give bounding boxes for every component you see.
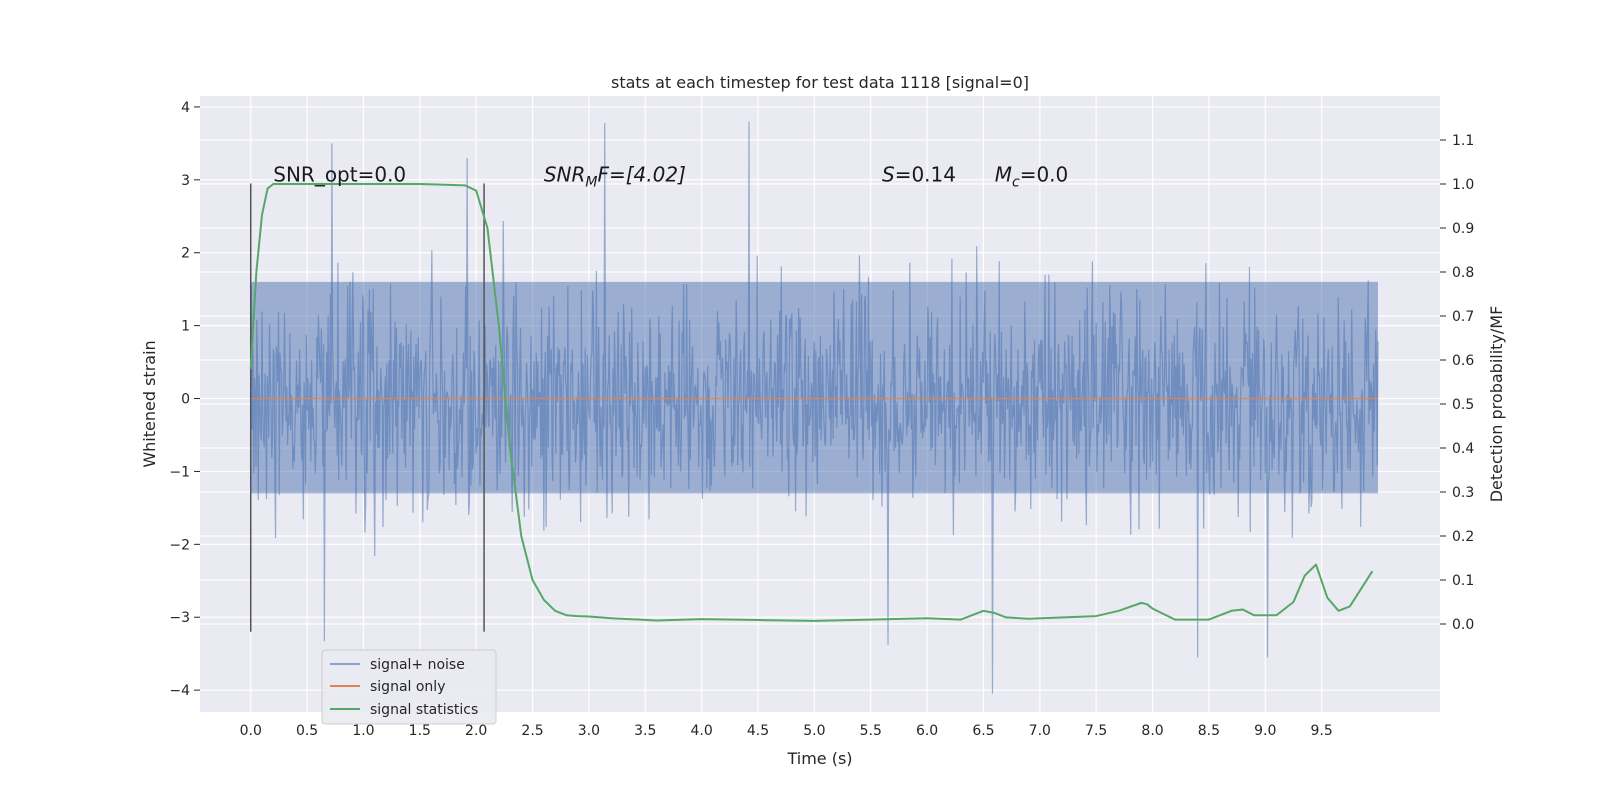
x-tick-label: 7.0 <box>1029 723 1051 739</box>
x-tick-label: 0.0 <box>240 723 262 739</box>
y2-tick-label: 0.7 <box>1452 309 1474 325</box>
y2-tick-label: 0.5 <box>1452 397 1474 413</box>
x-tick-label: 4.0 <box>691 723 713 739</box>
annotation-mc-main: M <box>995 162 1012 186</box>
annotation-mc-sub: c <box>1012 174 1020 190</box>
legend-box <box>321 649 497 725</box>
y-tick-label: 1 <box>181 319 190 335</box>
x-tick-label: 6.0 <box>916 723 938 739</box>
annotation-snr-mf: SNRMF=[4.02] <box>544 162 686 190</box>
legend-label-signal-statistics: signal statistics <box>370 702 478 718</box>
y-tick-label: 0 <box>181 392 190 408</box>
x-tick-label: 9.0 <box>1254 723 1276 739</box>
y-tick-label: −4 <box>169 683 190 699</box>
y2-tick-label: 0.6 <box>1452 353 1474 369</box>
x-tick-label: 4.5 <box>747 723 769 739</box>
x-tick-label: 8.0 <box>1141 723 1163 739</box>
y2-tick-label: 0.3 <box>1452 485 1474 501</box>
x-tick-label: 3.5 <box>634 723 656 739</box>
legend: signal+ noise signal only signal statist… <box>321 649 497 725</box>
annotation-s-rest: =0.14 <box>895 162 956 186</box>
x-tick-label: 2.5 <box>521 723 543 739</box>
y2-tick-label: 1.0 <box>1452 177 1474 193</box>
legend-label-signal-only: signal only <box>370 679 445 695</box>
y2-tick-label: 0.2 <box>1452 529 1474 545</box>
x-tick-label: 3.0 <box>578 723 600 739</box>
y2-tick-label: 0.8 <box>1452 265 1474 281</box>
annotation-s-main: S <box>882 162 895 186</box>
y-axis-ticks: −4 −3 −2 −1 0 1 2 3 4 <box>169 100 200 699</box>
series-signal-statistics <box>249 183 1374 622</box>
annotation-snr-opt: SNR_opt=0.0 <box>273 162 406 186</box>
x-tick-label: 0.5 <box>296 723 318 739</box>
y2-tick-label: 0.4 <box>1452 441 1474 457</box>
annotation-snr-mf-main: SNR <box>544 162 586 186</box>
x-tick-label: 5.5 <box>860 723 882 739</box>
x-tick-label: 2.0 <box>465 723 487 739</box>
annotation-mc-rest: =0.0 <box>1020 162 1069 186</box>
x-tick-label: 8.5 <box>1198 723 1220 739</box>
series-signal-noise <box>250 121 1379 694</box>
x-tick-label: 1.0 <box>352 723 374 739</box>
annotation-s: S=0.14 <box>882 162 956 186</box>
y2-axis-label: Detection probability/MF <box>1487 306 1506 503</box>
chart-title: stats at each timestep for test data 111… <box>611 73 1029 92</box>
annotation-snr-mf-sub: M <box>585 174 597 190</box>
y-tick-label: −1 <box>169 464 190 480</box>
y2-tick-label: 1.1 <box>1452 133 1474 149</box>
annotation-mc: Mc=0.0 <box>995 162 1069 190</box>
x-tick-label: 9.5 <box>1311 723 1333 739</box>
legend-label-signal-noise: signal+ noise <box>370 657 465 673</box>
x-tick-label: 6.5 <box>972 723 994 739</box>
x-tick-label: 1.5 <box>409 723 431 739</box>
x-axis-ticks: 0.0 0.5 1.0 1.5 2.0 2.5 3.0 3.5 4.0 4.5 5.0 5.5 6.0 6… <box>240 723 1333 739</box>
y-tick-label: 3 <box>181 173 190 189</box>
signal-statistics-line <box>249 183 1374 622</box>
annotations: SNR_opt=0.0 SNRMF=[4.02] S=0.14 Mc=0.0 <box>273 162 1068 190</box>
x-tick-label: 5.0 <box>803 723 825 739</box>
y-tick-label: −2 <box>169 537 190 553</box>
noise-line <box>250 121 1379 694</box>
y-tick-label: −3 <box>169 610 190 626</box>
y-tick-label: 4 <box>181 100 190 116</box>
vertical-markers <box>249 183 485 632</box>
y-axis-label: Whitened strain <box>140 340 159 467</box>
y2-tick-label: 0.0 <box>1452 617 1474 633</box>
y2-axis-ticks: 0.0 0.1 0.2 0.3 0.4 0.5 0.6 0.7 0.8 0.9 1.0 1.1 <box>1440 133 1474 633</box>
y2-tick-label: 0.9 <box>1452 221 1474 237</box>
annotation-snr-mf-rest: F=[4.02] <box>597 162 685 186</box>
x-axis-label: Time (s) <box>786 749 852 768</box>
x-tick-label: 7.5 <box>1085 723 1107 739</box>
y-tick-label: 2 <box>181 246 190 262</box>
y2-tick-label: 0.1 <box>1452 573 1474 589</box>
